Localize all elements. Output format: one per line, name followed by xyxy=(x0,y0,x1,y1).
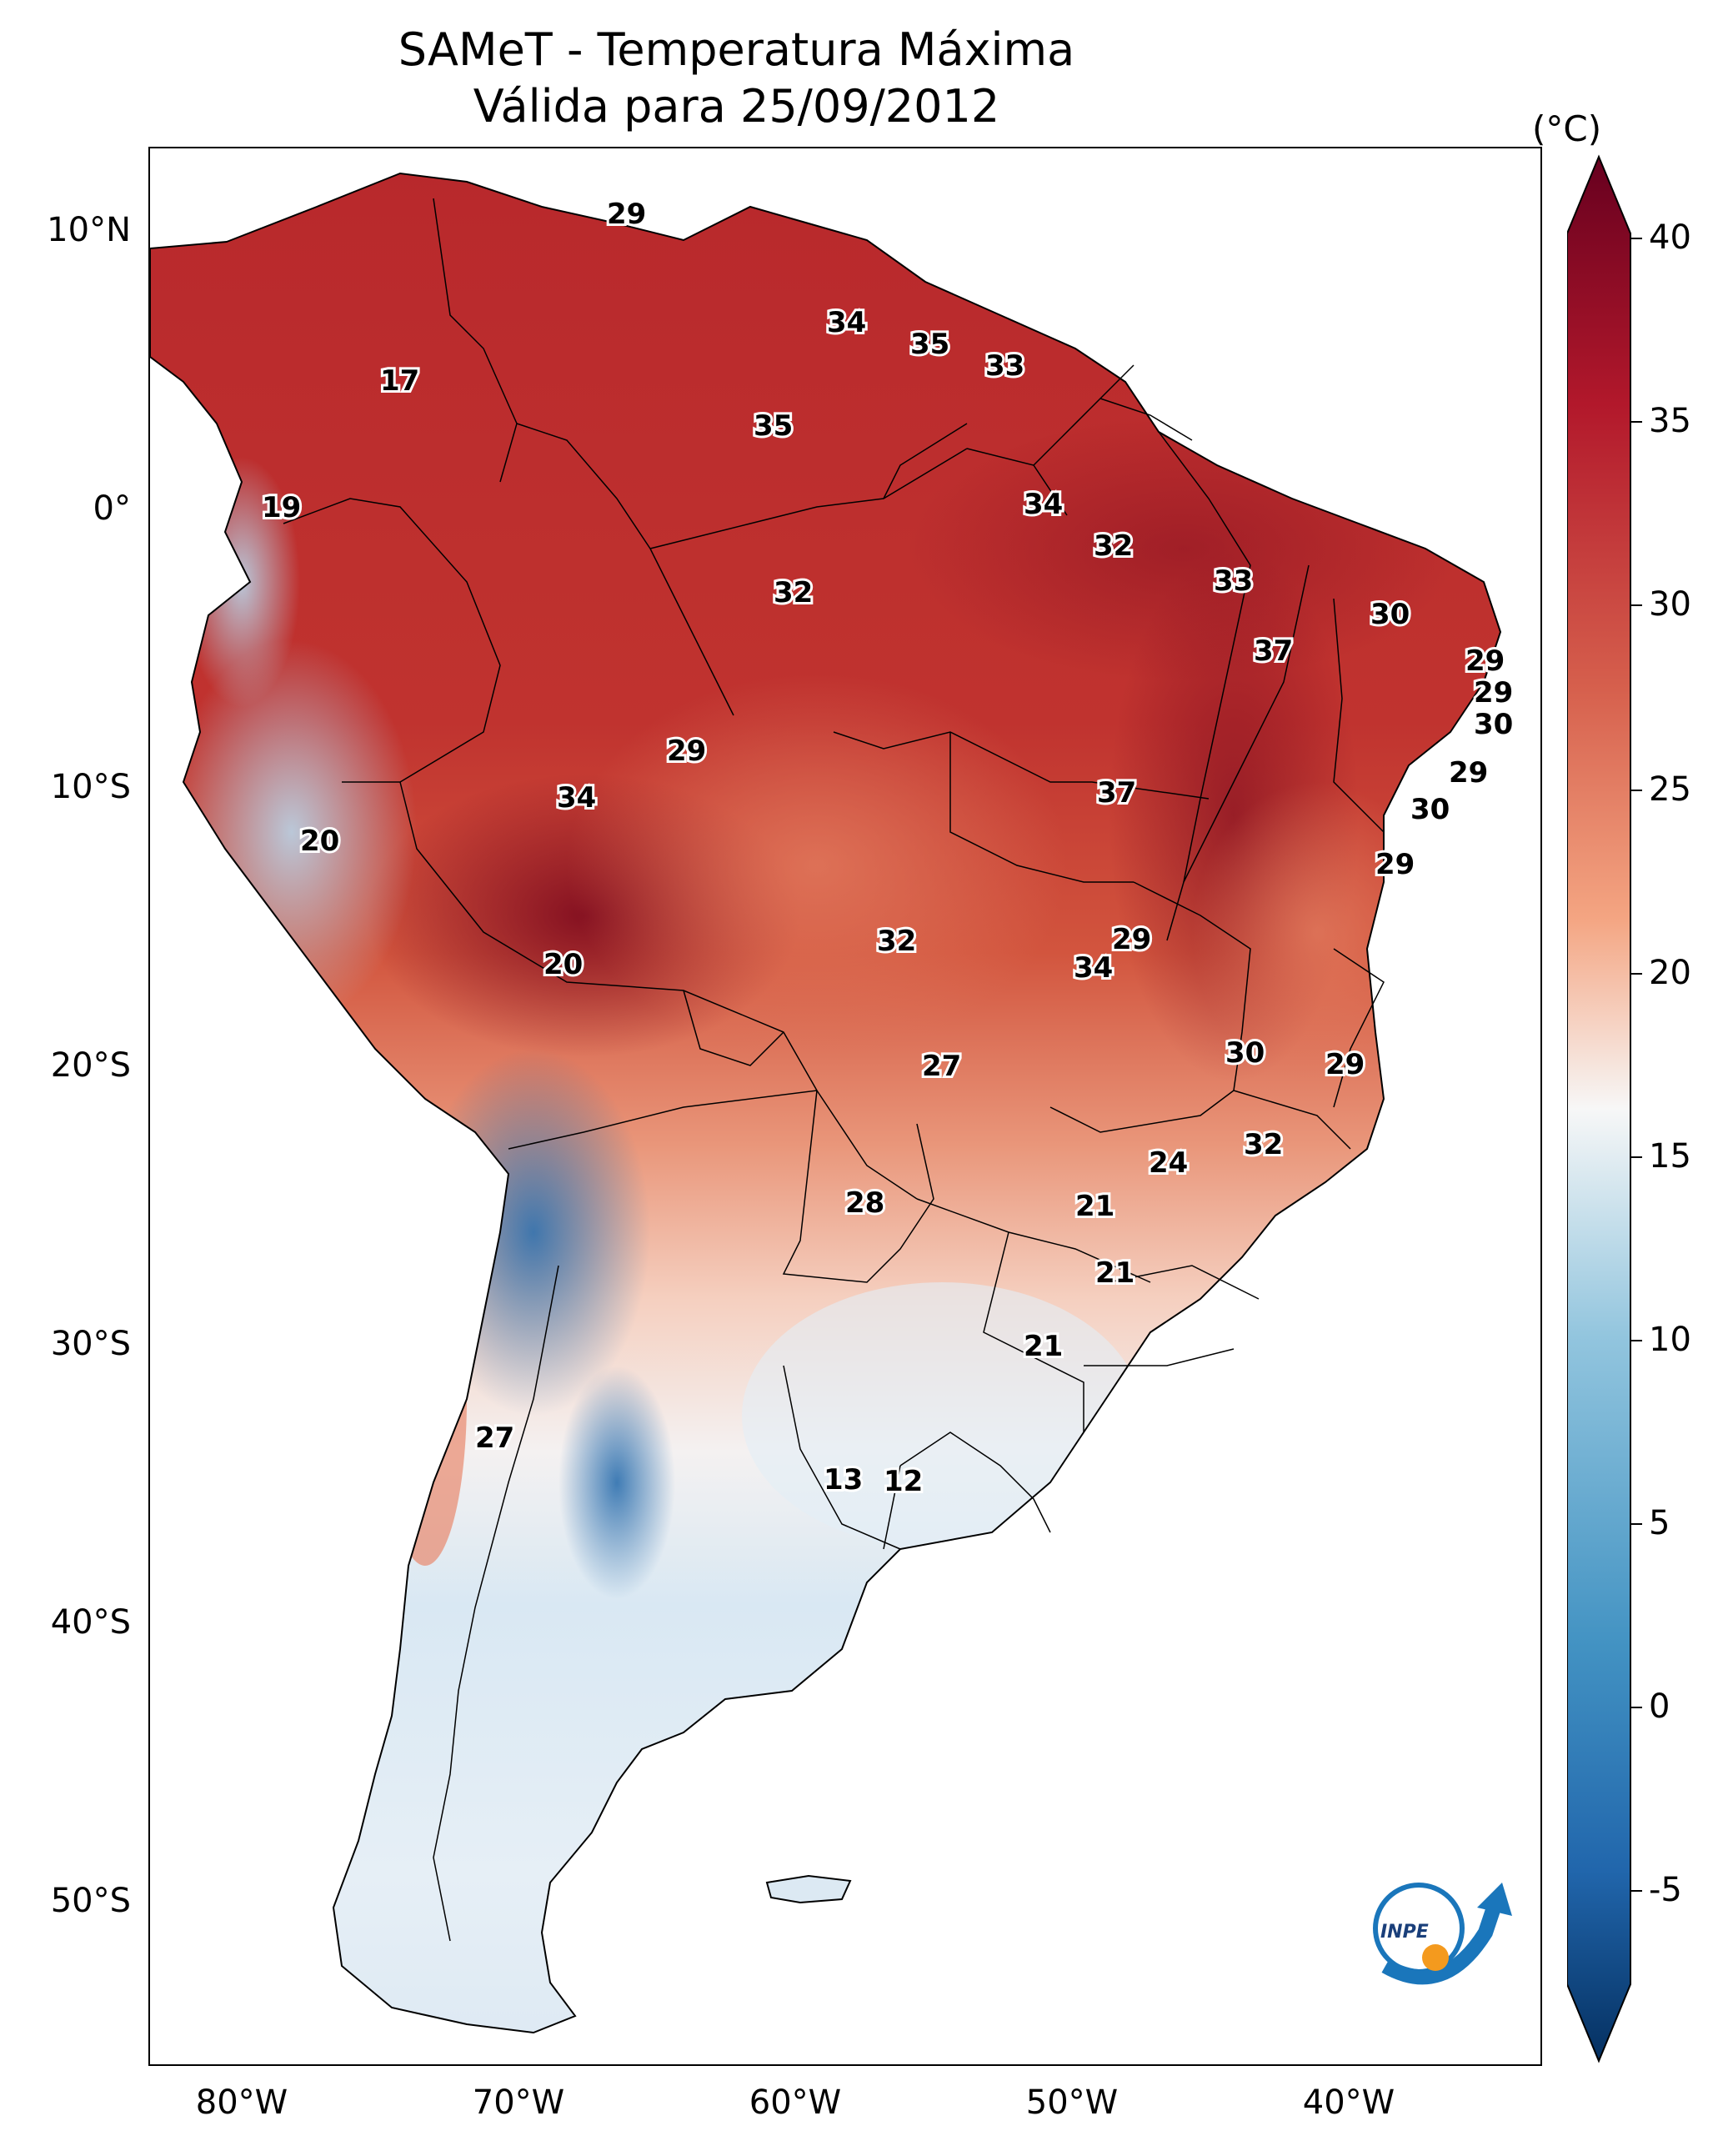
lon-tick-50w: 50°W xyxy=(1025,2083,1119,2122)
station-value: 29 xyxy=(1112,923,1151,956)
station-value: 29 xyxy=(1465,644,1505,678)
lon-tick-70w: 70°W xyxy=(472,2083,565,2122)
station-value: 19 xyxy=(262,491,301,524)
lat-tick-10s: 10°S xyxy=(50,768,131,806)
lat-tick-10n: 10°N xyxy=(47,211,131,249)
station-value: 21 xyxy=(1075,1190,1114,1223)
colorbar-unit: (°C) xyxy=(1532,108,1602,149)
map-title: SAMeT - Temperatura Máxima xyxy=(398,23,1075,76)
map-panel: 29 34 35 33 17 35 19 34 32 32 33 30 37 2… xyxy=(148,147,1542,2066)
station-value: 29 xyxy=(1449,756,1488,790)
station-value: 13 xyxy=(824,1463,863,1497)
station-value: 34 xyxy=(557,781,596,815)
station-value: 21 xyxy=(1095,1256,1134,1290)
station-value: 30 xyxy=(1474,708,1513,741)
lon-tick-80w: 80°W xyxy=(195,2083,288,2122)
lat-tick-0: 0° xyxy=(93,489,131,528)
colorbar-tick: 35 xyxy=(1649,402,1691,440)
station-value: 35 xyxy=(754,409,793,443)
station-value: 20 xyxy=(543,948,583,981)
falklands-islands xyxy=(765,1874,852,1904)
station-value: 29 xyxy=(1325,1048,1365,1081)
lon-tick-60w: 60°W xyxy=(749,2083,842,2122)
svg-text:INPE: INPE xyxy=(1380,1922,1429,1943)
arrow-icon xyxy=(1381,1905,1501,1985)
station-value: 30 xyxy=(1370,598,1410,631)
colorbar-tick: 20 xyxy=(1649,954,1691,992)
station-value: 20 xyxy=(300,825,339,858)
station-value: 12 xyxy=(884,1465,923,1498)
station-value: 37 xyxy=(1097,776,1136,810)
station-value: 37 xyxy=(1254,634,1293,668)
station-value: 34 xyxy=(1074,951,1113,985)
station-value: 29 xyxy=(1375,848,1415,881)
colorbar-tick: 40 xyxy=(1649,218,1691,257)
lat-tick-20s: 20°S xyxy=(50,1046,131,1085)
station-value: 32 xyxy=(1094,529,1133,563)
station-value: 30 xyxy=(1410,793,1450,826)
colorbar-tick: 25 xyxy=(1649,770,1691,809)
station-value: 21 xyxy=(1024,1330,1063,1363)
station-value: 34 xyxy=(1024,488,1063,521)
colorbar xyxy=(1567,154,1631,2063)
station-labels: 29 34 35 33 17 35 19 34 32 32 33 30 37 2… xyxy=(259,195,1515,1501)
inpe-logo: INPE xyxy=(1373,1883,1512,1985)
station-value: 32 xyxy=(877,925,916,958)
station-value: 35 xyxy=(910,328,949,361)
station-value: 29 xyxy=(607,198,646,231)
colorbar-tick: 15 xyxy=(1649,1137,1691,1176)
lat-tick-30s: 30°S xyxy=(50,1325,131,1363)
colorbar-tick: 0 xyxy=(1649,1687,1670,1726)
lat-tick-40s: 40°S xyxy=(50,1603,131,1642)
colorbar-tick: -5 xyxy=(1649,1871,1682,1909)
station-value: 33 xyxy=(985,349,1024,383)
colorbar-tick: 30 xyxy=(1649,585,1691,624)
station-value: 24 xyxy=(1149,1146,1188,1180)
station-value: 27 xyxy=(475,1421,514,1455)
station-value: 27 xyxy=(922,1050,961,1083)
temperature-map: 29 34 35 33 17 35 19 34 32 32 33 30 37 2… xyxy=(150,173,1515,2033)
station-value: 34 xyxy=(827,306,866,339)
station-value: 29 xyxy=(1474,676,1513,709)
station-value: 28 xyxy=(845,1186,884,1220)
station-value: 32 xyxy=(1244,1128,1283,1161)
lat-tick-50s: 50°S xyxy=(50,1882,131,1920)
station-value: 33 xyxy=(1214,564,1253,598)
lon-tick-40w: 40°W xyxy=(1302,2083,1395,2122)
station-value: 29 xyxy=(667,735,706,768)
country-borders xyxy=(283,198,1385,1942)
station-value: 30 xyxy=(1225,1036,1265,1070)
colorbar-tick: 5 xyxy=(1649,1504,1670,1542)
station-value: 32 xyxy=(774,576,813,609)
station-value: 17 xyxy=(380,364,419,398)
map-subtitle: Válida para 25/09/2012 xyxy=(473,80,1000,133)
colorbar-tick: 10 xyxy=(1649,1321,1691,1359)
